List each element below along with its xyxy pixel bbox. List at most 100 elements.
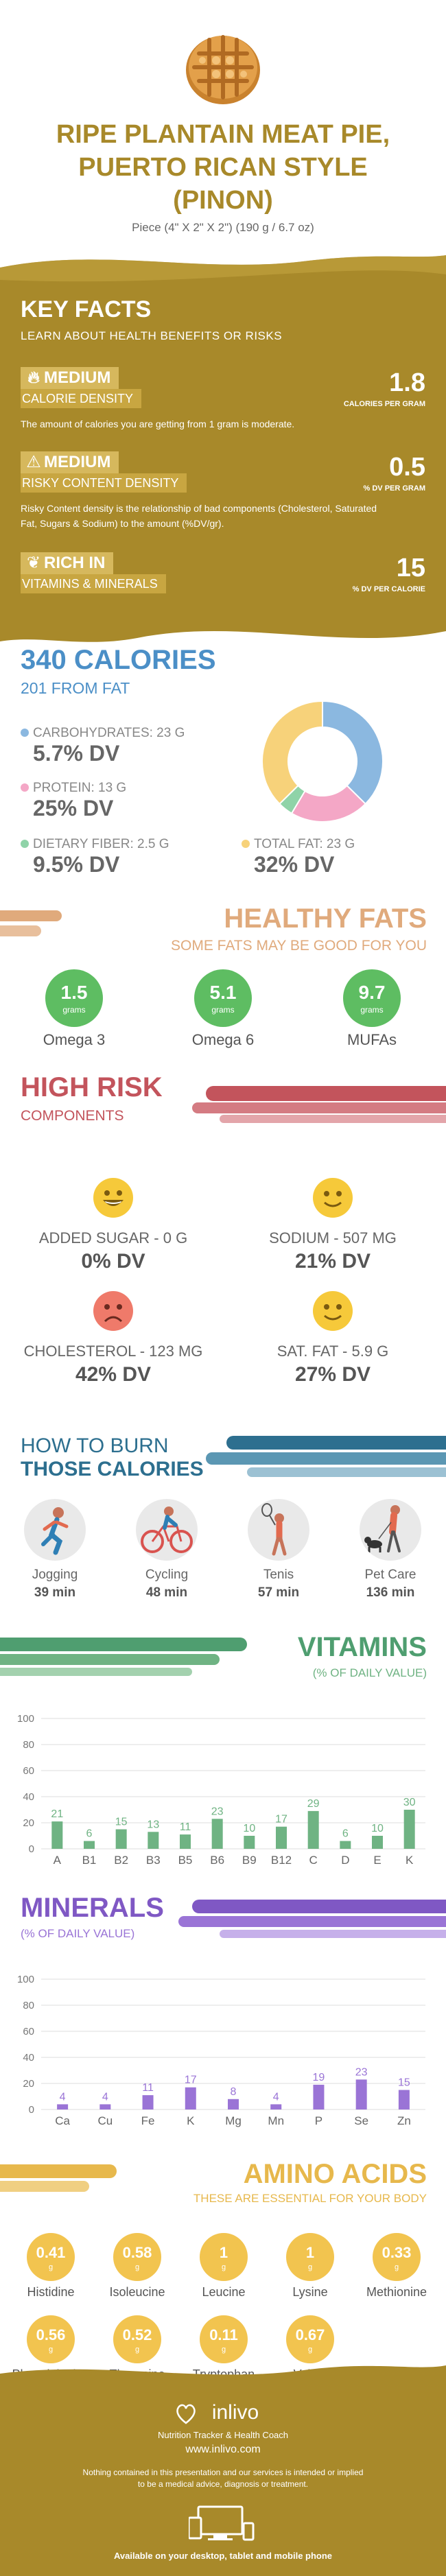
serving-size: Piece (4" X 2" X 2") (190 g / 6.7 oz) [132, 221, 314, 234]
calorie-density-label: CALORIE DENSITY [21, 389, 142, 408]
lysine-item: 1 g Lysine [266, 2233, 354, 2300]
risky-content-row: ⚠ MEDIUM RISKY CONTENT DENSITY 0.5 % DV P… [21, 451, 425, 541]
footer: inlivo Nutrition Tracker & Health Coach … [0, 2360, 446, 2576]
pet-care-minutes: 136 min [366, 1585, 415, 1600]
dietary-fiber-item: DIETARY FIBER: 2.5 g 9.5% DV [21, 837, 169, 877]
flame-icon: 🔥︎ [27, 368, 40, 387]
burn-calories-section: HOW TO BURN THOSE CALORIES Jogging 39 mi… [0, 1423, 446, 1622]
protein-dot [21, 783, 29, 792]
pet-care-icon [360, 1499, 421, 1561]
tryptophan-item: 0.11 g Tryptophan [180, 2315, 268, 2382]
threonine-value: 0.52 [122, 2326, 152, 2343]
protein-dv: 25% DV [33, 796, 114, 820]
availability-text: Available on your desktop, tablet and mo… [113, 2551, 333, 2561]
isoleucine-name: Isoleucine [109, 2285, 165, 2299]
total-fat-item: TOTAL FAT: 23 g 32% DV [242, 837, 355, 877]
leucine-value: 1 [219, 2244, 228, 2261]
bar-a [51, 1821, 63, 1849]
histidine-value: 0.41 [36, 2244, 66, 2261]
minerals-bar-chart: 0 20 40 60 80 100 4 Ca 4 Cu 11 Fe 17 K 8 Mg 4 Mn 19 P 23 Se 15… [17, 1974, 425, 2127]
methionine-unit: g [394, 2263, 399, 2271]
dietary-fiber-dot [21, 840, 29, 848]
methionine-item: 0.33 g Methionine [353, 2233, 441, 2300]
risky-content-unit: % DV PER GRAM [363, 484, 425, 493]
omega-6-item: 5.1 grams Omega 6 [182, 969, 264, 1049]
jogging-item: Jogging 39 min [10, 1499, 99, 1600]
x-tick-label: B5 [178, 1854, 193, 1867]
brand-url[interactable]: www.inlivo.com [185, 2444, 261, 2455]
brand-name: inlivo [211, 2401, 259, 2424]
methionine-name: Methionine [366, 2285, 427, 2299]
disclaimer: Nothing contained in this presentation a… [82, 2468, 364, 2489]
x-tick-label: Se [354, 2114, 368, 2127]
footer-background [0, 2365, 446, 2576]
healthy-fats-section: HEALTHY FATS SOME FATS MAY BE GOOD FOR Y… [0, 895, 446, 1067]
x-tick-label: Mg [225, 2114, 242, 2127]
calorie-density-row: 🔥︎ MEDIUM CALORIE DENSITY 1.8 CALORIES PE… [21, 367, 425, 442]
tenis-name: Tenis [263, 1568, 294, 1582]
total-fat-dv: 32% DV [254, 852, 335, 877]
x-tick-label: K [406, 1854, 414, 1867]
cycling-icon [136, 1499, 198, 1561]
calorie-density-value: 1.8 [389, 368, 425, 397]
bar-value-label: 4 [60, 2091, 66, 2103]
y-tick-label: 60 [23, 1765, 34, 1777]
x-tick-label: E [373, 1854, 381, 1867]
decorative-stripes [0, 910, 62, 936]
amino-acids-title: AMINO ACIDS [243, 2159, 427, 2189]
mufas-unit: grams [360, 1005, 384, 1015]
protein-label: PROTEIN: 13 g [33, 781, 127, 795]
x-tick-label: Mn [268, 2114, 284, 2127]
cholesterol-label: CHOLESTEROL - 123 mg [23, 1343, 203, 1360]
carbohydrates-dot [21, 729, 29, 737]
tennis-icon [248, 1499, 309, 1561]
lysine-value: 1 [305, 2244, 315, 2261]
added-sugar-item: ADDED SUGAR - 0 g 0% DV [14, 1177, 213, 1273]
vitamins-minerals-badge: ❦ RICH IN [21, 552, 114, 574]
bar-fe [142, 2095, 154, 2110]
cholesterol-item: CHOLESTEROL - 123 mg 42% DV [14, 1290, 213, 1386]
key-facts-background [0, 255, 446, 642]
y-tick-label: 40 [23, 1791, 34, 1803]
decorative-stripes [192, 1086, 446, 1123]
bar-value-label: 15 [398, 2077, 410, 2089]
bar-ca [57, 2104, 69, 2110]
lysine-unit: g [307, 2263, 313, 2271]
meat-pie-image [186, 35, 260, 104]
calorie-density-description: The amount of calories you are getting f… [21, 418, 295, 429]
vitamins-minerals-unit: % DV PER CALORIE [352, 585, 425, 593]
risky-content-description: Risky Content density is the relationshi… [21, 503, 377, 529]
bar-value-label: 19 [313, 2072, 325, 2083]
high-risk-section: HIGH RISK COMPONENTS ADDED SUGAR - 0 g 0… [0, 1067, 446, 1451]
cycling-minutes: 48 min [145, 1585, 188, 1600]
bar-b9 [244, 1836, 255, 1849]
heart-logo-icon [176, 2404, 196, 2424]
bar-c [307, 1810, 319, 1849]
smile-face-icon [313, 1178, 353, 1218]
risky-content-value: 0.5 [389, 453, 425, 482]
x-tick-label: B1 [82, 1854, 97, 1867]
bar-value-label: 29 [307, 1798, 320, 1810]
bar-value-label: 8 [231, 2086, 237, 2098]
phenylalanine-unit: g [48, 2345, 54, 2354]
added-sugar-label: ADDED SUGAR - 0 g [38, 1229, 188, 1246]
brand-tagline: Nutrition Tracker & Health Coach [157, 2430, 289, 2440]
happy-face-icon [93, 1178, 133, 1218]
bar-b5 [180, 1834, 191, 1849]
omega-3-unit: grams [62, 1005, 86, 1015]
bar-value-label: 6 [342, 1828, 349, 1840]
donut-slice-total-fat [261, 700, 323, 805]
key-facts-title: KEY FACTS [21, 296, 152, 322]
x-tick-label: B3 [146, 1854, 161, 1867]
devices-icon [189, 2505, 255, 2541]
x-tick-label: Zn [397, 2114, 411, 2127]
tenis-item: Tenis 57 min [234, 1499, 323, 1600]
omega-3-name: Omega 3 [43, 1031, 106, 1048]
sodium-dv: 21% DV [294, 1250, 371, 1273]
carbohydrates-dv: 5.7% DV [33, 741, 120, 766]
calories-from-fat: 201 FROM FAT [21, 679, 130, 697]
vitamins-title: VITAMINS [297, 1632, 427, 1662]
y-tick-label: 40 [23, 2052, 34, 2064]
mufas-name: MUFAs [347, 1031, 397, 1048]
healthy-fats-title: HEALTHY FATS [224, 903, 427, 934]
